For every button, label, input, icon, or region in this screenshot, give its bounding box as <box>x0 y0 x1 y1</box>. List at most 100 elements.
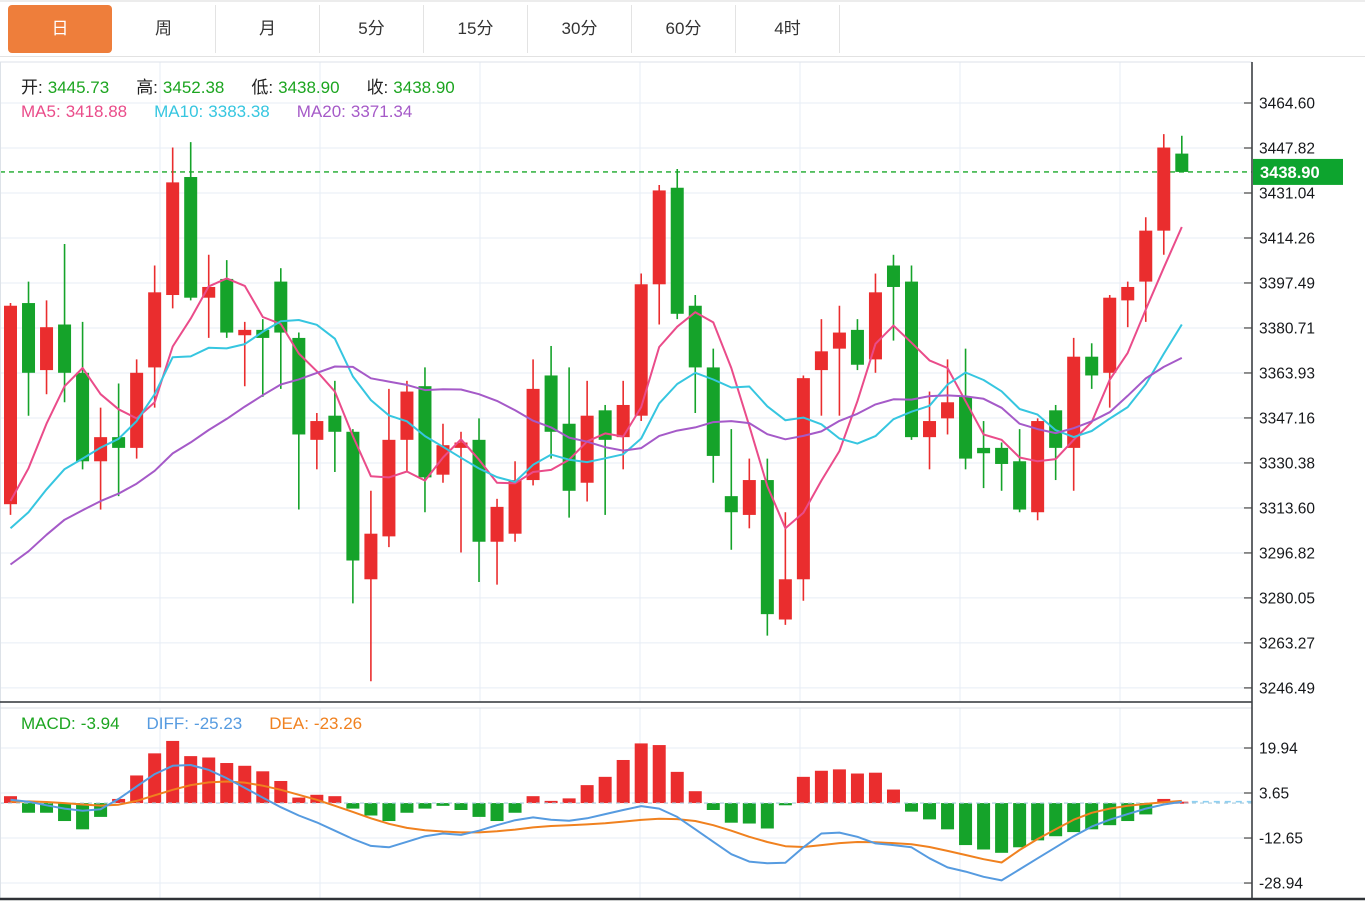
price-tick-label: 3263.27 <box>1259 635 1315 652</box>
macd-bar <box>923 803 937 820</box>
macd-tick-label: -28.94 <box>1259 876 1303 893</box>
candle-body <box>995 447 1009 464</box>
close-value: 3438.90 <box>393 78 455 97</box>
tab-15min[interactable]: 15分 <box>424 5 528 53</box>
macd-bar <box>1067 803 1081 833</box>
macd-bar <box>1013 803 1027 848</box>
macd-tick-label: 19.94 <box>1259 741 1298 758</box>
price-axis: 3464.60 3447.82 3431.04 3414.26 3397.49 3380.… <box>1244 62 1315 898</box>
candle-body <box>454 442 468 448</box>
candle-body <box>616 404 630 438</box>
macd-bar <box>364 803 378 816</box>
candle-body <box>814 351 828 371</box>
candle-body <box>706 367 720 456</box>
macd-bar <box>598 776 612 804</box>
price-tick-label: 3464.60 <box>1259 96 1315 113</box>
ma5-group: MA5: 3418.88 <box>21 102 127 122</box>
macd-bar <box>634 743 648 804</box>
macd-bar <box>905 803 918 812</box>
close-group: 收: 3438.90 <box>367 73 455 98</box>
tab-5min[interactable]: 5分 <box>320 5 424 53</box>
macd-bar <box>652 745 666 804</box>
candle-body <box>490 506 504 542</box>
candle-body <box>400 391 414 440</box>
open-group: 开: 3445.73 <box>21 73 109 98</box>
macd-bar <box>526 796 540 804</box>
macd-bar <box>941 803 955 830</box>
tab-day[interactable]: 日 <box>8 5 112 53</box>
ma20-group: MA20: 3371.34 <box>297 102 413 122</box>
candle-body <box>274 281 288 333</box>
candle-body <box>1103 297 1117 373</box>
macd-bar <box>346 803 360 809</box>
candle-body <box>346 431 360 561</box>
high-value: 3452.38 <box>162 78 225 97</box>
candle-body <box>310 421 324 440</box>
candle-body <box>742 480 756 515</box>
macd-value: -3.94 <box>80 714 120 733</box>
candle-body <box>760 480 774 615</box>
tab-month[interactable]: 月 <box>216 5 320 53</box>
candle-body <box>40 327 54 371</box>
macd-bar <box>382 803 396 822</box>
macd-bar <box>832 769 846 804</box>
macd-bar <box>688 791 702 804</box>
candle-body <box>688 305 702 368</box>
candle-body <box>364 533 378 580</box>
candle-body <box>238 329 252 336</box>
ma-row: MA5: 3418.88 MA10: 3383.38 MA20: 3371.34 <box>21 102 439 122</box>
macd-bar <box>58 803 72 822</box>
open-label: 开: <box>21 78 43 97</box>
macd-bar <box>616 759 630 804</box>
macd-bar <box>562 798 576 804</box>
macd-bar <box>22 803 36 813</box>
price-tick-label: 3414.26 <box>1259 231 1315 248</box>
candle-body <box>923 421 937 438</box>
macd-bar <box>166 740 180 804</box>
tab-4hour[interactable]: 4时 <box>736 5 840 53</box>
tab-30min[interactable]: 30分 <box>528 5 632 53</box>
dea-group: DEA: -23.26 <box>269 714 362 734</box>
candle-body <box>220 278 234 333</box>
ma20-value: 3371.34 <box>350 102 413 121</box>
macd-bar <box>814 770 828 804</box>
price-tick-label: 3280.05 <box>1259 590 1315 607</box>
macd-bar <box>490 803 504 822</box>
panel-borders <box>0 61 1365 901</box>
candle-body <box>1139 230 1153 282</box>
candle-body <box>868 292 882 360</box>
tab-week[interactable]: 周 <box>112 5 216 53</box>
macd-bar <box>995 803 1009 853</box>
tab-60min[interactable]: 60分 <box>632 5 736 53</box>
candle-body <box>941 402 955 419</box>
dea-label: DEA: <box>269 714 309 733</box>
ma-lines <box>9 226 1183 566</box>
candle-body <box>526 388 540 481</box>
ohlc-row: 开: 3445.73 高: 3452.38 低: 3438.90 收: 3438.90 <box>21 73 482 98</box>
candle-body <box>166 182 180 296</box>
macd-bar <box>328 796 342 804</box>
macd-bar <box>724 803 738 823</box>
candle-body <box>832 332 846 349</box>
candle-body <box>598 410 612 440</box>
macd-bar <box>202 757 216 804</box>
candle-body <box>418 386 432 478</box>
macd-bar <box>544 800 558 804</box>
macd-bar <box>508 803 522 813</box>
macd-bar <box>706 803 720 810</box>
price-tick-label: 3330.38 <box>1259 455 1315 472</box>
macd-tick-label: 3.65 <box>1259 786 1289 803</box>
diff-group: DIFF: -25.23 <box>147 714 243 734</box>
macd-bar <box>148 753 162 804</box>
current-price-badge: 3438.90 <box>1253 158 1343 185</box>
macd-bar <box>670 771 684 804</box>
candle-body <box>184 177 198 298</box>
ma10-line <box>9 319 1183 530</box>
macd-bar <box>274 780 288 804</box>
candle-body <box>724 496 738 513</box>
high-group: 高: 3452.38 <box>136 73 224 98</box>
diff-value: -25.23 <box>194 714 243 733</box>
diff-line <box>10 764 1182 882</box>
macd-bar <box>400 803 414 813</box>
